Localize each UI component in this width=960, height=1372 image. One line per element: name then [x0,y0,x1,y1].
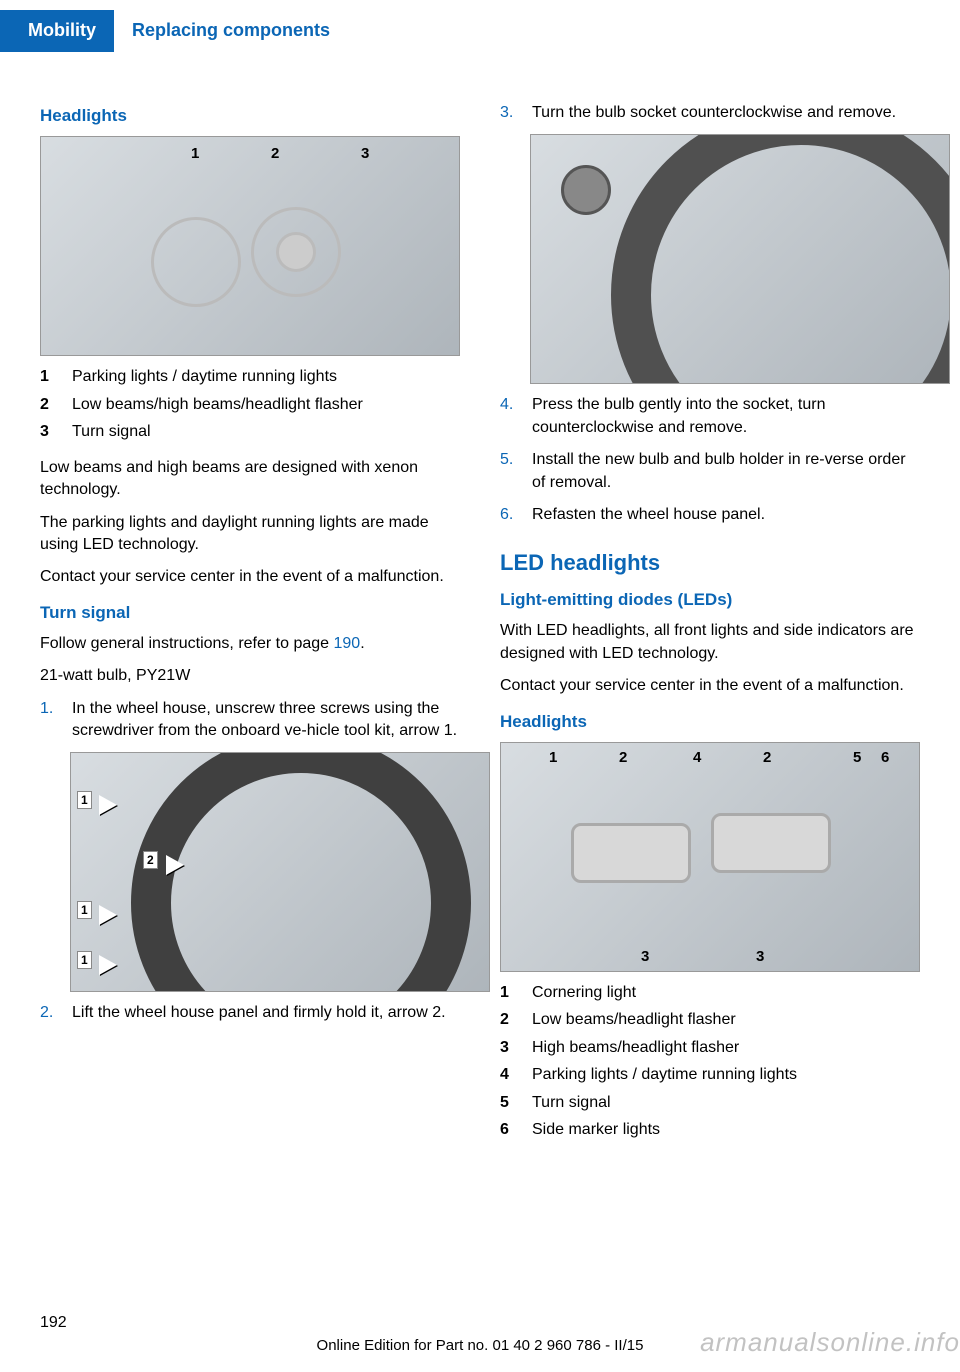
legend-item: 1 Parking lights / daytime running lights [40,366,460,388]
heading-headlights: Headlights [40,106,460,126]
step-number: 6. [500,504,518,526]
figure-label: 2 [143,851,158,869]
figure-label: 3 [756,948,764,965]
figure-label: 3 [641,948,649,965]
ordered-steps: 2. Lift the wheel house panel and firmly … [40,1002,460,1024]
ordered-steps: 4. Press the bulb gently into the socket,… [500,394,920,526]
legend-num: 4 [500,1064,514,1086]
content-columns: Headlights 1 2 3 1 Parking lights / dayti… [0,52,960,1155]
legend-item: 5 Turn signal [500,1092,920,1114]
step-text: In the wheel house, unscrew three screws… [72,698,460,743]
step-item: 3. Turn the bulb socket counterclockwise … [500,102,920,124]
legend-text: Low beams/headlight flasher [532,1009,736,1031]
legend-text: Side marker lights [532,1119,660,1141]
figure-label: 3 [361,145,369,162]
heading-headlights: Headlights [500,712,920,732]
legend-num: 1 [40,366,54,388]
legend-text: Parking lights / daytime running lights [72,366,337,388]
page-number: 192 [40,1314,67,1332]
step-number: 2. [40,1002,58,1024]
step-text: Press the bulb gently into the socket, t… [532,394,920,439]
page-reference-link[interactable]: 190 [333,635,360,652]
legend-item: 1 Cornering light [500,982,920,1004]
legend-item: 4 Parking lights / daytime running lights [500,1064,920,1086]
figure-label: 1 [77,791,92,809]
legend-text: Parking lights / daytime running lights [532,1064,797,1086]
step-item: 5. Install the new bulb and bulb holder i… [500,449,920,494]
paragraph: Low beams and high beams are designed wi… [40,457,460,502]
legend-list: 1 Parking lights / daytime running lights… [40,366,460,443]
legend-text: Turn signal [532,1092,611,1114]
legend-num: 2 [40,394,54,416]
figure-label: 5 [853,749,861,766]
legend-num: 2 [500,1009,514,1031]
step-number: 3. [500,102,518,124]
figure-label: 6 [881,749,889,766]
arrow-icon [99,795,117,815]
heading-turn-signal: Turn signal [40,603,460,623]
arrow-icon [99,905,117,925]
paragraph: The parking lights and daylight running … [40,512,460,557]
legend-item: 3 High beams/headlight flasher [500,1037,920,1059]
legend-item: 2 Low beams/headlight flasher [500,1009,920,1031]
figure-bulb-socket [530,134,950,384]
legend-num: 6 [500,1119,514,1141]
legend-text: Cornering light [532,982,636,1004]
legend-list: 1 Cornering light 2 Low beams/headlight fl… [500,982,920,1142]
step-item: 4. Press the bulb gently into the socket,… [500,394,920,439]
text: Follow general instructions, refer to pa… [40,635,333,652]
figure-label: 1 [77,951,92,969]
figure-label: 1 [191,145,199,162]
figure-wheel-house: 1 2 1 1 [70,752,490,992]
figure-headlight-led: 1 2 4 2 5 6 3 3 [500,742,920,972]
legend-num: 3 [500,1037,514,1059]
header-section: Mobility [0,10,114,52]
page-header: Mobility Replacing components [0,10,960,52]
step-text: Turn the bulb socket counterclockwise an… [532,102,896,124]
figure-label: 1 [77,901,92,919]
heading-leds: Light-emitting diodes (LEDs) [500,590,920,610]
legend-text: High beams/headlight flasher [532,1037,739,1059]
text: . [360,635,364,652]
arrow-icon [166,855,184,875]
figure-label: 2 [271,145,279,162]
legend-item: 3 Turn signal [40,421,460,443]
legend-num: 5 [500,1092,514,1114]
legend-num: 1 [500,982,514,1004]
legend-text: Turn signal [72,421,151,443]
figure-label: 4 [693,749,701,766]
step-item: 6. Refasten the wheel house panel. [500,504,920,526]
figure-label: 1 [549,749,557,766]
step-item: 1. In the wheel house, unscrew three scre… [40,698,460,743]
legend-text: Low beams/high beams/headlight flasher [72,394,363,416]
paragraph: With LED headlights, all front lights an… [500,620,920,665]
step-number: 5. [500,449,518,494]
figure-headlight-xenon: 1 2 3 [40,136,460,356]
step-item: 2. Lift the wheel house panel and firmly … [40,1002,460,1024]
heading-led-headlights: LED headlights [500,550,920,576]
legend-num: 3 [40,421,54,443]
header-subsection: Replacing components [114,10,348,52]
legend-item: 2 Low beams/high beams/headlight flasher [40,394,460,416]
paragraph: Follow general instructions, refer to pa… [40,633,460,655]
step-text: Install the new bulb and bulb holder in … [532,449,920,494]
paragraph: 21-watt bulb, PY21W [40,665,460,687]
step-text: Lift the wheel house panel and firmly ho… [72,1002,446,1024]
step-number: 1. [40,698,58,743]
figure-label: 2 [763,749,771,766]
step-number: 4. [500,394,518,439]
left-column: Headlights 1 2 3 1 Parking lights / dayti… [40,92,460,1155]
arrow-icon [99,955,117,975]
page: Mobility Replacing components Headlights… [0,10,960,1372]
ordered-steps: 1. In the wheel house, unscrew three scre… [40,698,460,743]
legend-item: 6 Side marker lights [500,1119,920,1141]
right-column: 3. Turn the bulb socket counterclockwise … [500,92,920,1155]
step-text: Refasten the wheel house panel. [532,504,765,526]
paragraph: Contact your service center in the event… [40,566,460,588]
figure-label: 2 [619,749,627,766]
paragraph: Contact your service center in the event… [500,675,920,697]
ordered-steps: 3. Turn the bulb socket counterclockwise … [500,102,920,124]
watermark: armanualsonline.info [700,1327,960,1358]
